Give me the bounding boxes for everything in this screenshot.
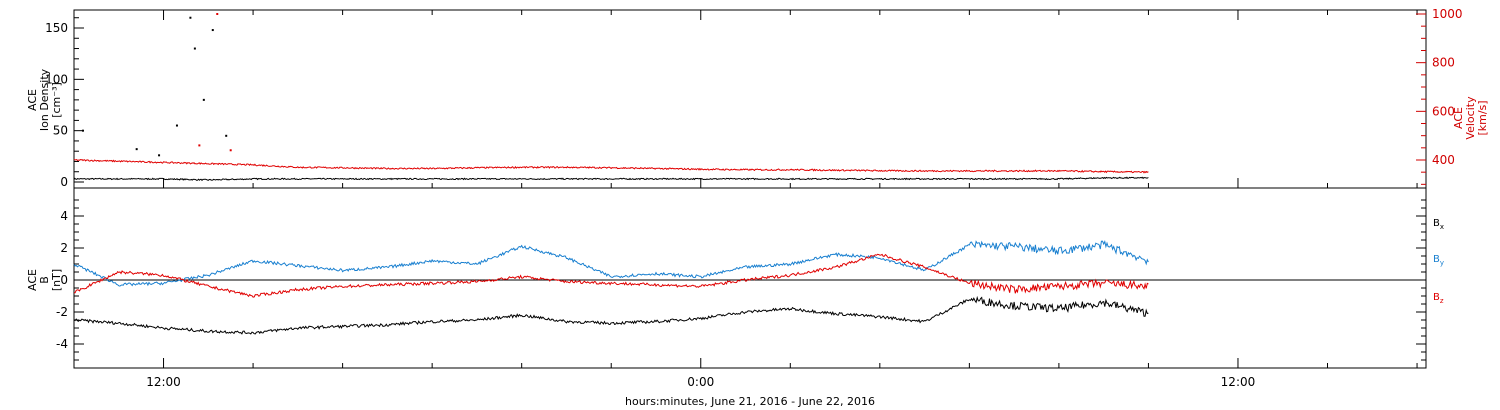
density-spike-point	[202, 98, 205, 101]
velocity-ylabel-line2: Velocity	[1464, 96, 1477, 140]
velocity-ylabel-line1: ACE	[1452, 107, 1465, 129]
b-series-bz	[74, 253, 1149, 298]
b-ylabel-line1: ACE	[26, 269, 39, 291]
b-ylabel-line2: B	[38, 276, 51, 284]
velocity-tick-1000: 1000	[1432, 7, 1463, 21]
x-tick-label-1: 12:00	[146, 375, 181, 389]
velocity-spike-point	[198, 144, 201, 147]
density-ylabel-line3: [cm⁻³]	[50, 82, 63, 118]
plasma-panel-frame	[73, 9, 1427, 189]
velocity-tick-600: 600	[1432, 104, 1455, 118]
b-ylabel-line3: [nT]	[50, 269, 63, 291]
density-tick-0: 0	[60, 175, 68, 189]
velocity-spike-point	[229, 149, 232, 152]
magnetic-panel-frame	[73, 187, 1427, 369]
density-ylabel-line2: Ion Density	[38, 68, 51, 131]
density-tick-150: 150	[45, 21, 68, 35]
b-tick-2: 2	[60, 241, 68, 255]
velocity-ylabel-line3: [km/s]	[1476, 100, 1489, 135]
x-tick-label-2: 0:00	[687, 375, 714, 389]
density-spike-point	[189, 16, 192, 19]
b-tick-0: 0	[60, 273, 68, 287]
legend-by: By	[1433, 254, 1444, 267]
density-ylabel-line1: ACE	[26, 89, 39, 111]
svg-text:Bz: Bz	[1433, 292, 1444, 305]
density-tick-50: 50	[53, 124, 68, 138]
b-tick-4: 4	[60, 209, 68, 223]
density-spike-point	[158, 154, 161, 157]
velocity-spike-point	[216, 13, 219, 15]
velocity-tick-800: 800	[1432, 56, 1455, 70]
plasma-data-group	[73, 13, 1149, 182]
density-spike-point	[193, 47, 196, 50]
velocity-series-line	[73, 158, 1149, 174]
svg-text:By: By	[1433, 254, 1444, 267]
svg-text:Bx: Bx	[1433, 218, 1444, 231]
x-tick-label-3: 12:00	[1221, 375, 1256, 389]
b-tick-neg2: -2	[56, 305, 68, 319]
legend-bx: Bx	[1433, 218, 1444, 231]
density-spike-point	[175, 124, 178, 127]
density-spike-point	[225, 134, 228, 137]
x-axis-title: hours:minutes, June 21, 2016 - June 22, …	[625, 395, 875, 408]
b-tick-neg4: -4	[56, 337, 68, 351]
velocity-tick-400: 400	[1432, 153, 1455, 167]
density-series-line	[73, 176, 1149, 182]
b-series-bx	[73, 295, 1149, 335]
legend-bz: Bz	[1433, 292, 1444, 305]
density-tick-100: 100	[45, 72, 68, 86]
density-spike-point	[211, 29, 214, 32]
density-spike-point	[135, 148, 138, 151]
magnetic-data-group	[73, 240, 1149, 335]
b-series-by	[73, 240, 1149, 287]
axis-ticks-group	[73, 10, 1426, 368]
